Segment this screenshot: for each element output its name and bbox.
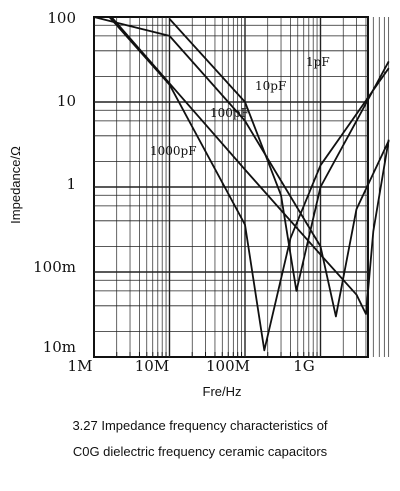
x-tick-1M: 1M (68, 357, 93, 375)
y-axis-title: Impedance/Ω (8, 146, 23, 224)
label-1000pF: 1000pF (150, 144, 197, 158)
label-1pF: 1pF (306, 55, 330, 69)
y-tick-1: 1 (66, 175, 76, 193)
y-tick-100m: 100m (33, 258, 76, 276)
x-tick-1G: 1G (293, 357, 315, 375)
label-10pF: 10pF (255, 79, 286, 93)
figure-caption-line2: C0G dielectric frequency ceramic capacit… (72, 444, 328, 459)
grid (94, 17, 390, 357)
x-axis-title: Fre/Hz (203, 384, 242, 399)
series-line-100pF (168, 18, 390, 292)
y-tick-10m: 10m (43, 338, 76, 356)
x-tick-100M: 100M (206, 357, 250, 375)
x-tick-10M: 10M (135, 357, 169, 375)
series-line-10pF (93, 16, 390, 318)
figure-caption-line1: 3.27 Impedance frequency characteristics… (72, 418, 328, 433)
y-tick-10: 10 (57, 92, 76, 110)
impedance-chart: 100 10 1 100m 10m 1M 10M 100M 1G 1pF 10p… (8, 9, 390, 399)
series-line-1pF (110, 16, 390, 315)
y-tick-100: 100 (47, 9, 76, 27)
label-100pF: 100pF (210, 106, 249, 120)
series-group (93, 16, 390, 352)
series-line-1000pF (108, 16, 390, 352)
